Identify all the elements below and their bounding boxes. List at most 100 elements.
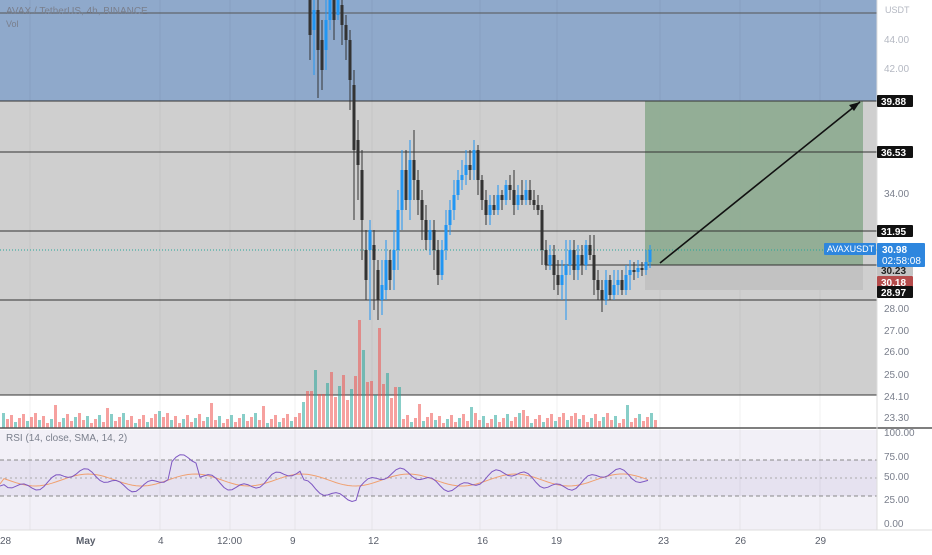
volume-bar — [502, 418, 505, 428]
volume-bar — [382, 384, 385, 428]
volume-bar — [498, 422, 501, 428]
candle-body — [544, 250, 548, 265]
price-marker-label: 30.18 — [881, 278, 906, 289]
volume-bar — [182, 419, 185, 428]
volume-bar — [286, 414, 289, 428]
candle — [460, 160, 464, 190]
time-tick-label: 12 — [368, 536, 380, 547]
candle-body — [360, 170, 364, 220]
volume-bar — [194, 418, 197, 428]
price-marker-label: 31.95 — [881, 227, 906, 238]
price-marker-bg — [877, 146, 913, 158]
candle-body — [504, 185, 508, 200]
candle — [320, 20, 324, 90]
volume-bar — [110, 414, 113, 428]
volume-bar — [522, 410, 525, 428]
price-tick-label: 25.00 — [884, 370, 909, 381]
volume-bar — [258, 420, 261, 428]
volume-bar — [14, 422, 17, 428]
volume-bar — [214, 420, 217, 428]
rsi-tick-label: 75.00 — [884, 452, 909, 463]
symbol-tag-label: AVAXUSDT — [827, 244, 875, 254]
candle — [508, 175, 512, 200]
candle-body — [412, 160, 416, 180]
volume-bar — [494, 415, 497, 428]
volume-bar — [250, 417, 253, 428]
volume-bar — [510, 421, 513, 428]
volume-bar — [486, 423, 489, 428]
volume-bar — [398, 387, 401, 428]
candle-body — [364, 250, 368, 280]
volume-bar — [618, 423, 621, 428]
candle — [428, 220, 432, 255]
volume-legend: Vol — [6, 19, 19, 29]
candle-body — [592, 255, 596, 280]
volume-bar — [578, 419, 581, 428]
volume-bars — [2, 320, 657, 428]
volume-bar — [562, 413, 565, 428]
candle-body — [460, 175, 464, 180]
volume-bar — [606, 413, 609, 428]
candle-body — [616, 280, 620, 285]
price-marker-bg — [877, 286, 913, 298]
candle — [608, 275, 612, 300]
candle-body — [436, 250, 440, 275]
candle-body — [528, 190, 532, 200]
candle-body — [428, 230, 432, 240]
volume-bar — [50, 419, 53, 428]
volume-bar — [338, 386, 341, 428]
volume-bar — [186, 415, 189, 428]
candle — [416, 170, 420, 215]
candle — [364, 230, 368, 300]
candle-body — [512, 190, 516, 205]
price-axis-unit: USDT — [885, 5, 910, 15]
candle — [400, 150, 404, 230]
volume-bar — [474, 413, 477, 428]
price-marker: 30.18 — [877, 276, 913, 289]
candle — [420, 190, 424, 240]
symbol-info[interactable]: AVAX / TetherUS, 4h, BINANCE — [6, 6, 148, 17]
volume-bar — [458, 418, 461, 428]
candle-body — [328, 0, 332, 20]
volume-bar — [126, 420, 129, 428]
price-marker-bg — [877, 95, 913, 107]
candle — [560, 260, 564, 300]
volume-bar — [426, 417, 429, 428]
candle — [468, 150, 472, 180]
volume-bar — [590, 418, 593, 428]
candle — [436, 240, 440, 285]
volume-bar — [222, 423, 225, 428]
candle-body — [380, 285, 384, 300]
volume-bar — [278, 422, 281, 428]
candle — [368, 220, 372, 320]
volume-bar — [602, 417, 605, 428]
volume-bar — [530, 423, 533, 428]
volume-bar — [414, 418, 417, 428]
candle — [600, 280, 604, 312]
candle — [640, 262, 644, 276]
volume-bar — [586, 422, 589, 428]
candle-body — [536, 205, 540, 210]
rsi-legend[interactable]: RSI (14, close, SMA, 14, 2) — [6, 433, 128, 444]
position-loss-zone — [645, 265, 863, 290]
time-tick-label: May — [76, 536, 96, 547]
volume-bar — [18, 418, 21, 428]
volume-bar — [90, 423, 93, 428]
candle — [588, 235, 592, 260]
volume-bar — [210, 403, 213, 428]
volume-bar — [86, 416, 89, 428]
volume-bar — [454, 422, 457, 428]
volume-bar — [566, 420, 569, 428]
price-tick-label: 26.00 — [884, 347, 909, 358]
candle — [312, 0, 316, 75]
volume-bar — [386, 373, 389, 428]
candle-body — [368, 230, 372, 250]
candle — [548, 245, 552, 270]
candle-body — [560, 275, 564, 285]
volume-bar — [394, 387, 397, 428]
candle-body — [580, 255, 584, 265]
candle-body — [508, 185, 512, 190]
candle-body — [540, 210, 544, 250]
